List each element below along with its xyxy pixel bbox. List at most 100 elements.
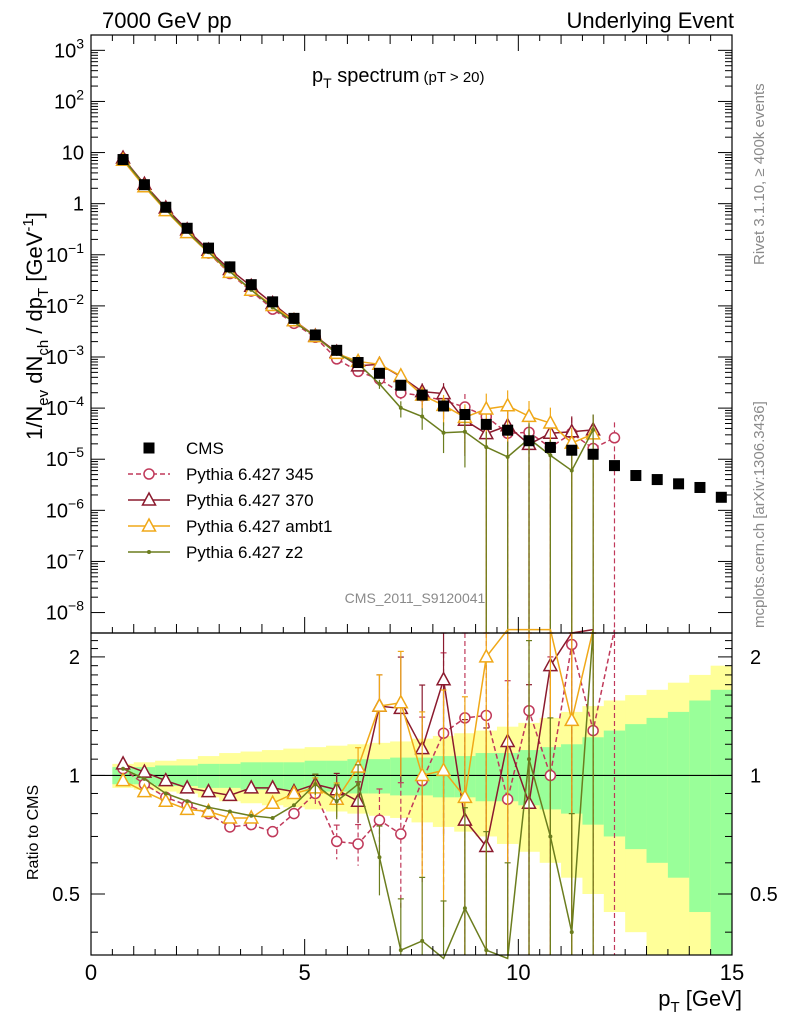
upper-tick-label: 103 [54,35,84,62]
legend-entry: Pythia 6.427 370 [128,491,314,510]
cms-point [694,481,706,493]
cms-point [502,424,514,436]
tick-exponent: −2 [68,291,84,307]
upper-series-marker [569,468,574,473]
ratio-series-marker [484,948,489,953]
band-inner-bin [667,711,690,878]
upper-series-marker [542,414,559,429]
ratio-series-marker [227,809,232,814]
legend-swatch-marker [141,517,157,532]
ratio-series-marker [330,835,343,848]
ratio-series-marker [121,766,126,771]
ratio-series-pythia-6-427-z2 [121,629,597,960]
legend-entry: Pythia 6.427 z2 [128,543,303,562]
lower-tick-label-right: 1 [750,765,761,787]
ratio-series-marker [185,799,190,804]
upper-series-marker [420,414,425,419]
ratio-series-marker [313,782,318,787]
tick-exponent: 2 [76,86,84,102]
cms-point [416,389,428,401]
tick-exponent: −5 [68,444,84,460]
cms-point [160,201,172,213]
ratio-series-marker [243,779,260,794]
ratio-series-marker [179,800,195,816]
upper-series-marker [398,405,403,410]
tick-exponent: −1 [68,240,84,256]
ratio-series-marker [136,783,153,798]
legend-label: Pythia 6.427 z2 [186,543,303,562]
ratio-series-marker [563,711,580,727]
lower-tick-label-left: 0.5 [52,884,80,906]
upper-series-marker [441,430,446,435]
ratio-series-marker [115,772,131,787]
upper-series-marker [548,453,553,458]
lower-data [115,628,618,960]
cms-point [245,279,257,291]
upper-series-line [122,159,594,444]
tick-mantissa: 10 [46,296,68,318]
upper-tick-label: 102 [54,86,84,113]
ratio-series-marker [264,779,281,794]
ratio-series-marker [356,782,361,787]
upper-tick-label: 10−8 [46,598,84,625]
lower-panel: 2 2 1 1 0.5 0.5 [52,628,778,960]
cms-point [267,296,279,308]
upper-tick-label: 10−3 [46,342,84,369]
upper-series-pythia-6-427-z2 [121,156,596,633]
lower-tick-label-left: 1 [69,765,80,787]
legend-label: Pythia 6.427 ambt1 [186,517,332,536]
ratio-series-marker [373,814,386,826]
ratio-series-marker [395,828,407,840]
upper-series-marker [484,445,489,450]
ratio-series-marker [158,792,174,807]
cms-point [181,222,193,234]
ratio-series-marker [264,794,281,809]
ratio-series-marker [398,948,403,953]
upper-tick-label: 10−2 [46,291,84,318]
upper-series-marker [393,367,409,382]
cms-point [395,379,407,391]
upper-series-line [122,157,594,446]
ratio-series-marker [478,648,495,663]
ratio-series-marker [377,855,382,860]
ratio-series-marker [222,786,238,802]
band-inner-bin [710,689,733,955]
ratio-series-marker [158,772,174,787]
ratio-series-marker [414,766,430,782]
band-inner-bin [689,700,712,913]
lower-tick-label-right: 2 [750,647,761,669]
ratio-series-marker [393,694,409,709]
legend-swatch-marker [141,491,157,506]
upper-panel: 10310210110−110−210−310−410−510−610−710−… [46,34,733,634]
tick-mantissa: 10 [54,40,76,62]
ratio-series-marker [334,799,339,804]
lower-tick-label-left: 2 [69,647,80,669]
cms-point [224,261,236,273]
cms-point [117,154,129,166]
tick-mantissa: 10 [46,245,68,267]
upper-tick-label: 10−1 [46,240,84,267]
upper-tick-label: 10−7 [46,546,84,573]
tick-exponent: −3 [68,342,84,358]
ratio-series-marker [286,784,302,800]
cms-point [331,344,343,356]
tick-exponent: −6 [68,495,84,511]
ratio-series-marker [266,825,279,838]
upper-series-cms [117,154,727,503]
upper-series-marker [499,397,516,412]
legend-swatch-marker [147,550,151,554]
cms-point [523,435,535,447]
cms-point [651,474,663,486]
ratio-series-marker [420,938,425,943]
ratio-series-line [122,629,616,845]
x-tick-label: 15 [720,960,744,985]
ratio-series-marker [206,805,211,810]
ratio-series-marker [527,757,532,762]
upper-series-marker [462,429,467,434]
cms-point [459,408,471,420]
upper-series-marker [377,381,382,386]
ratio-series-marker [457,788,473,804]
cms-point [630,470,642,482]
ratio-series-marker [462,906,467,911]
